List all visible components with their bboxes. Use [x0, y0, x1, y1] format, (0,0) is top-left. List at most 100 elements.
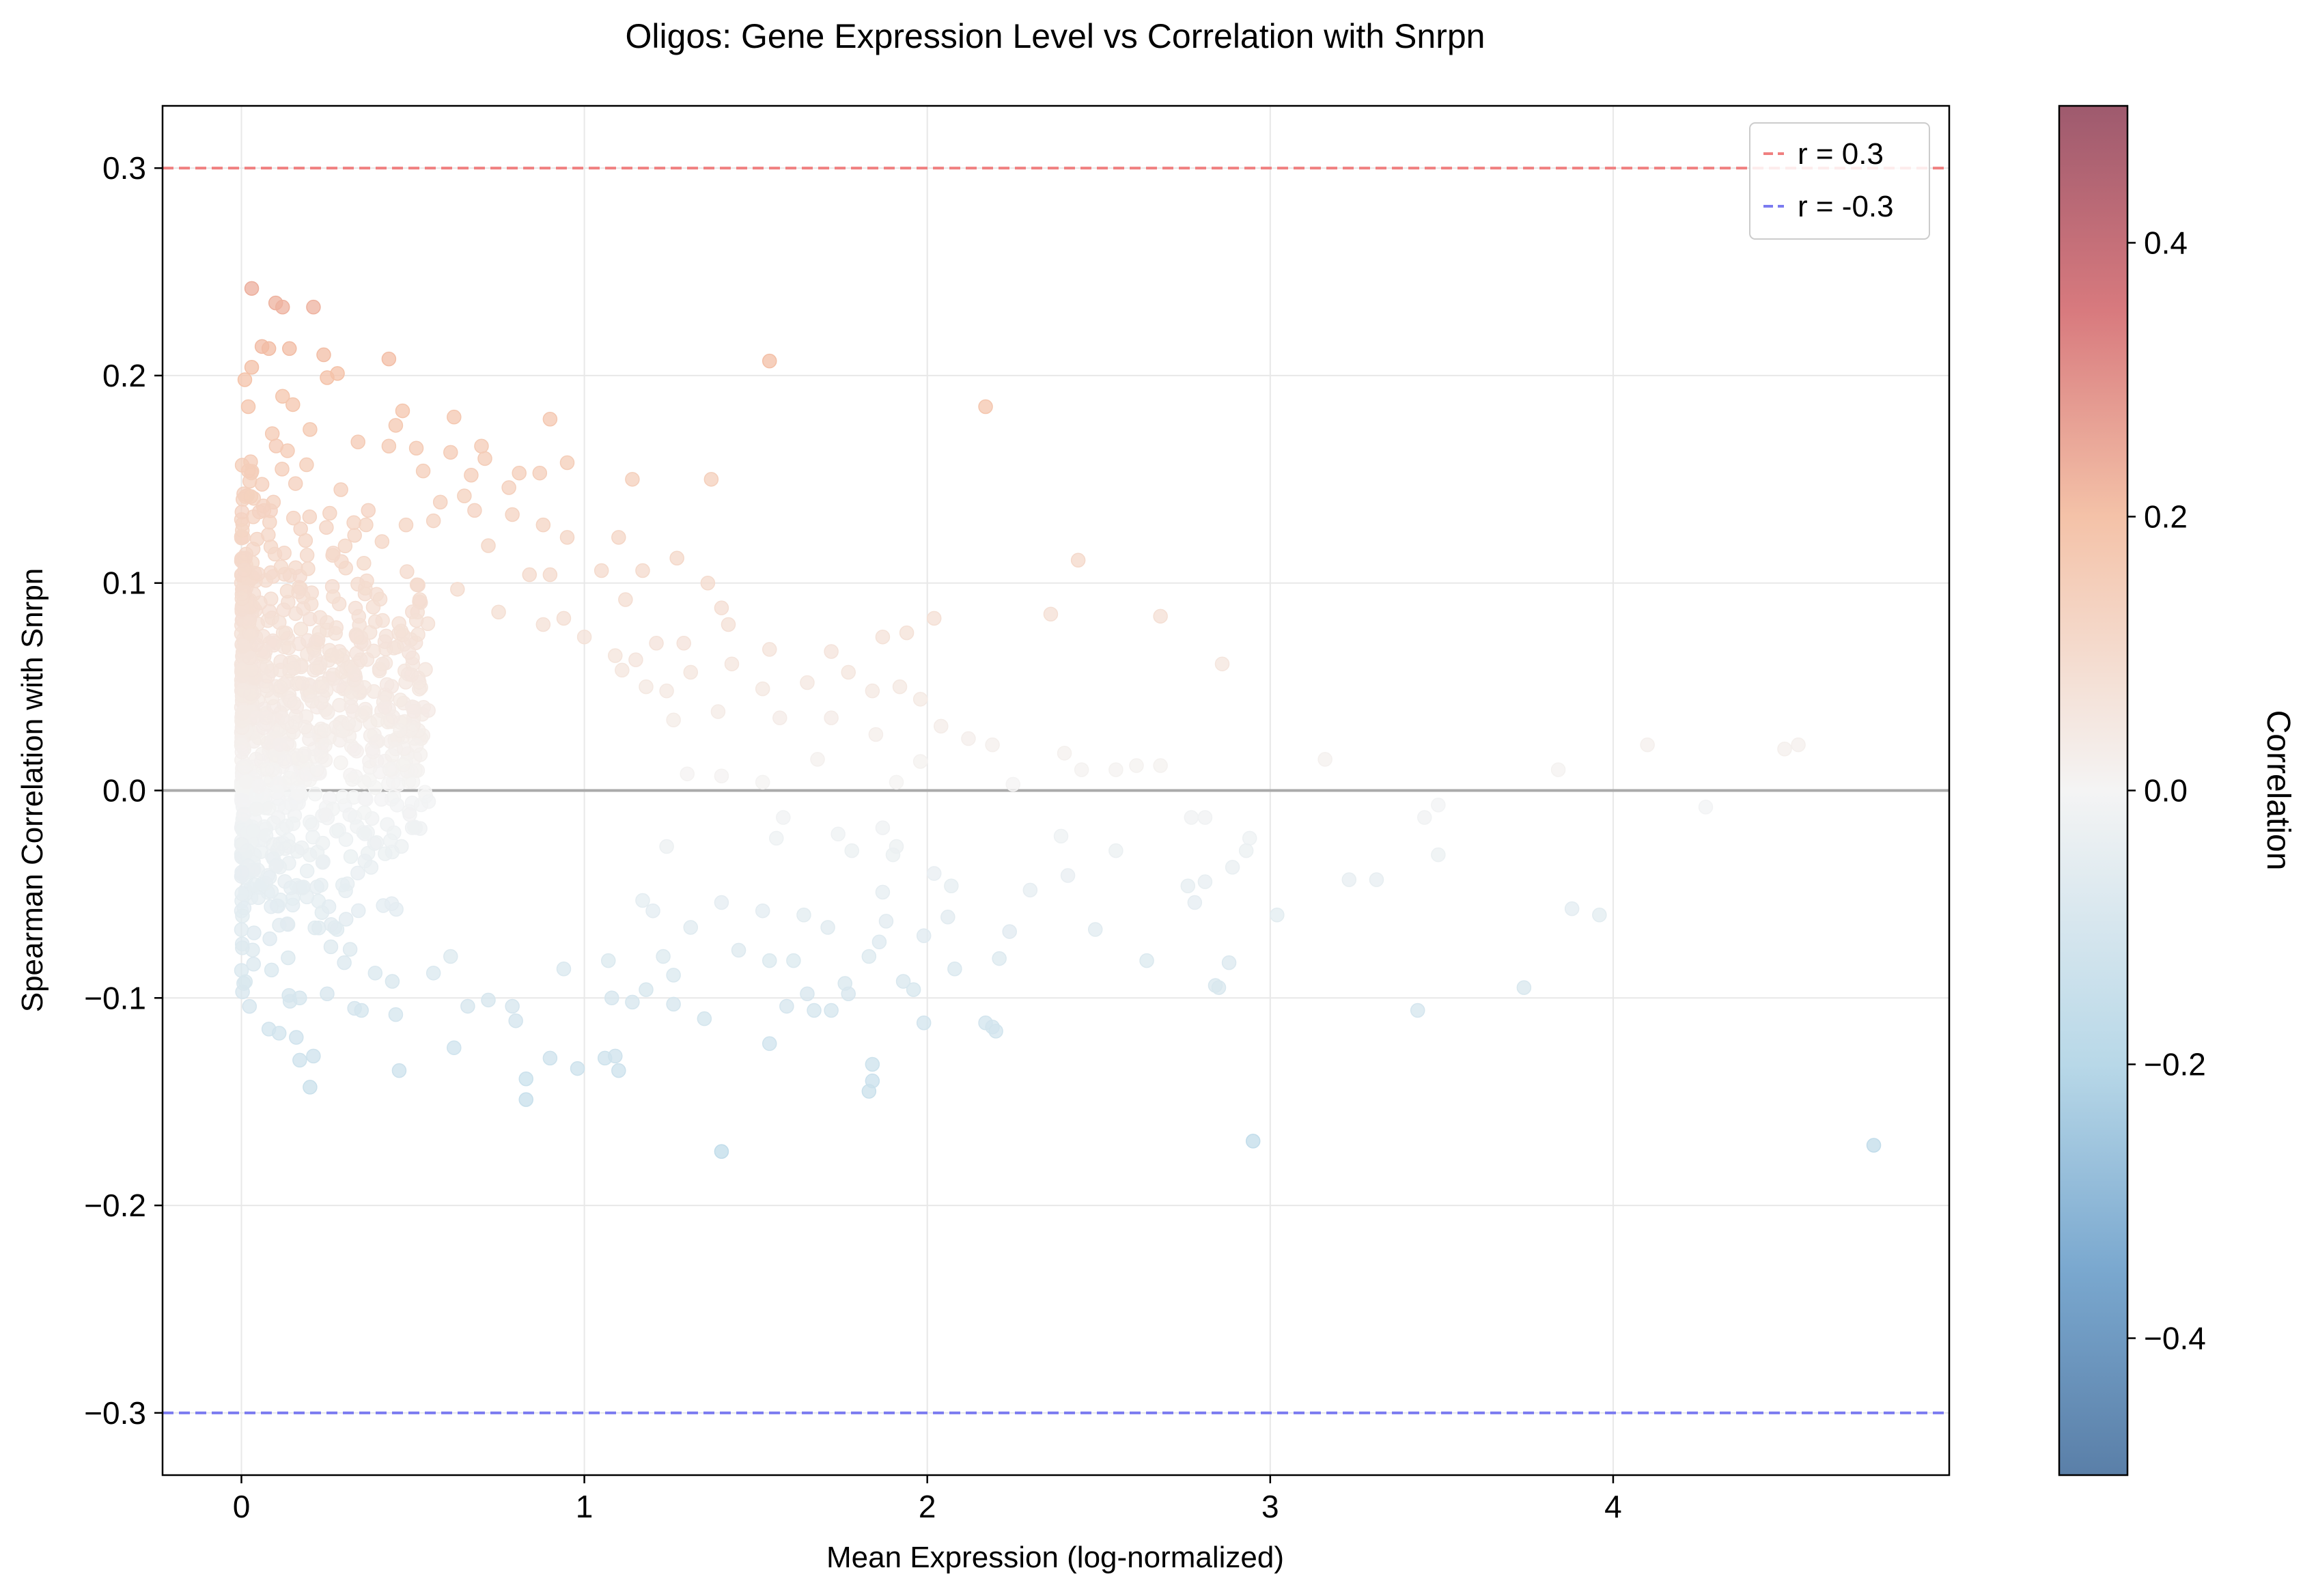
data-point	[611, 530, 626, 545]
data-point	[505, 507, 520, 522]
data-point	[307, 786, 323, 802]
data-point	[875, 629, 891, 645]
data-point	[309, 660, 324, 675]
data-point	[266, 837, 281, 852]
data-point	[322, 505, 337, 521]
data-point	[1791, 737, 1806, 753]
data-point	[604, 990, 619, 1006]
data-point	[293, 621, 309, 636]
data-point	[875, 820, 891, 835]
data-point	[666, 968, 681, 983]
data-point	[350, 434, 365, 449]
data-point	[1516, 980, 1532, 995]
data-point	[247, 925, 262, 940]
data-point	[1317, 752, 1332, 767]
data-point	[992, 951, 1007, 966]
data-point	[281, 640, 296, 656]
data-point	[680, 766, 695, 781]
data-point	[474, 438, 489, 453]
data-point	[273, 654, 288, 669]
data-point	[412, 592, 428, 607]
data-point	[346, 515, 361, 531]
data-point	[447, 409, 462, 425]
data-point	[238, 974, 253, 990]
data-point	[1211, 980, 1227, 995]
data-point	[309, 845, 325, 860]
data-point	[388, 418, 404, 433]
data-point	[236, 683, 251, 698]
data-point	[824, 1003, 839, 1018]
data-point	[275, 299, 290, 315]
data-point	[264, 426, 280, 441]
data-point	[412, 682, 427, 697]
data-point	[271, 1026, 287, 1041]
data-point	[535, 617, 551, 632]
data-point	[244, 281, 260, 296]
y-tick-label-4: 0.1	[102, 565, 146, 601]
legend: r = 0.3 r = -0.3	[1749, 122, 1930, 240]
data-point	[240, 399, 256, 415]
data-point	[342, 942, 358, 957]
data-point	[807, 1003, 822, 1018]
data-point	[292, 990, 307, 1006]
data-point	[323, 939, 339, 955]
data-point	[1564, 901, 1580, 916]
data-point	[250, 863, 266, 878]
data-point	[635, 893, 650, 908]
data-point	[344, 699, 359, 714]
data-point	[1225, 860, 1240, 875]
data-point	[303, 814, 318, 830]
data-point	[762, 353, 777, 369]
data-point	[395, 757, 411, 772]
data-point	[1242, 830, 1257, 846]
data-point	[1369, 872, 1384, 887]
data-point	[542, 411, 558, 427]
data-point	[676, 636, 691, 651]
data-point	[1866, 1138, 1882, 1153]
data-point	[377, 699, 393, 715]
data-point	[381, 438, 397, 453]
data-point	[246, 956, 262, 972]
data-point	[755, 903, 770, 919]
data-point	[576, 629, 592, 645]
data-point	[290, 785, 306, 801]
data-point	[377, 634, 393, 649]
data-point	[338, 912, 354, 927]
data-point	[385, 709, 401, 725]
reference-lines	[163, 167, 1949, 1414]
data-point	[721, 617, 736, 632]
data-point	[393, 723, 408, 738]
data-point	[645, 903, 660, 919]
data-point	[374, 792, 389, 807]
data-point	[1180, 878, 1196, 893]
data-point	[532, 465, 548, 481]
data-point	[1053, 828, 1069, 844]
y-tick-label-3: 0.0	[102, 773, 146, 809]
data-point	[234, 522, 250, 538]
data-point	[714, 895, 729, 910]
data-point	[367, 966, 383, 981]
data-point	[303, 596, 319, 612]
data-point	[237, 372, 253, 387]
data-point	[1698, 800, 1714, 815]
data-point	[912, 692, 928, 707]
data-point	[307, 748, 323, 764]
colorbar-gradient	[2058, 104, 2129, 1476]
data-point	[305, 829, 320, 845]
data-point	[1153, 608, 1168, 624]
data-point	[357, 555, 372, 571]
data-point	[408, 613, 424, 628]
data-point	[245, 823, 261, 838]
data-point	[309, 879, 324, 895]
data-point	[508, 1013, 523, 1028]
data-point	[1184, 810, 1199, 825]
data-point	[381, 351, 397, 367]
data-point	[393, 624, 409, 639]
scatter-points	[234, 281, 1882, 1159]
data-point	[618, 592, 633, 607]
data-point	[1043, 606, 1059, 622]
data-point	[1245, 1134, 1261, 1149]
data-point	[625, 994, 640, 1010]
data-point	[385, 748, 400, 763]
